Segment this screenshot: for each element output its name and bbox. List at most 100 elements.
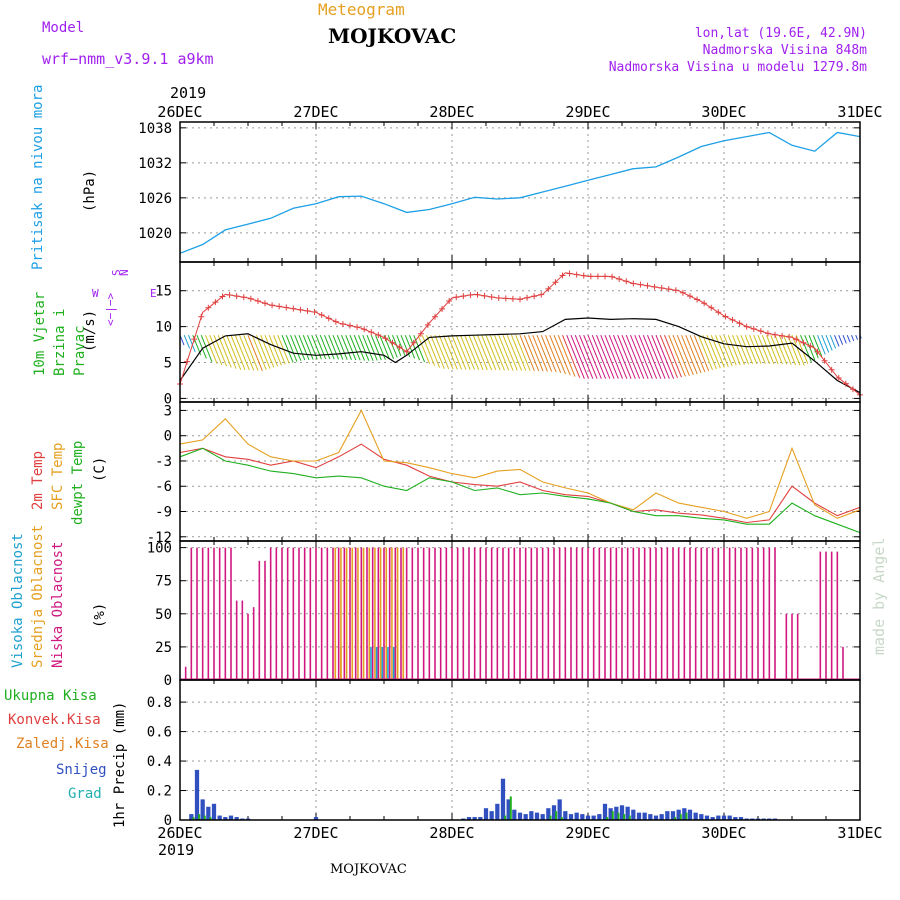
snow-bar [699,814,704,820]
snow-bar [693,812,698,820]
year-top: 2019 [170,84,207,102]
gust-marker [432,313,438,320]
precip-label-zaledj: Zaledj.Kisa [16,736,109,752]
wind-barb [566,335,585,379]
temperature-panel: -12 -9 -6 -3 0 3 [147,401,861,546]
wind-barb [812,335,823,357]
wind-barb [744,335,758,364]
y-tick-label: 0 [164,673,172,689]
gust-marker [276,303,283,310]
gust-marker [269,302,276,309]
snow-bar [653,815,659,820]
gust-marker [339,320,346,327]
wind-barb [659,335,679,379]
gust-marker [665,286,672,293]
wind-barb [396,335,406,356]
wind-barb [366,335,378,361]
rain-bar [560,817,563,820]
gust-marker [481,292,488,299]
wind-barb [562,335,581,379]
gust-marker [446,298,453,305]
wind-barb [553,335,571,376]
wind-barb [736,335,750,365]
snow-bar [472,817,477,820]
gust-marker [219,293,226,300]
wind-barb [761,335,775,365]
snow-bar [228,815,234,820]
wind-barb [757,335,771,365]
gust-marker [184,358,191,365]
snow-bar [495,803,500,820]
wind-barb [234,335,250,371]
wind-barb [256,335,271,369]
wind-barb [447,335,463,370]
y-tick-label: 0.8 [147,695,172,711]
wind-barb [545,335,562,373]
y-tick-label: 3 [164,403,172,419]
wind-barb [230,335,246,371]
gust-marker [198,313,205,320]
wind-barb [783,335,797,366]
gust-marker [609,273,616,280]
wind-barb [838,335,844,345]
snow-bar [568,814,574,820]
gust-marker [531,293,538,300]
wind-barb [200,335,213,362]
panel-frame [179,679,861,821]
gust-marker [502,295,509,302]
wind-barb [579,335,598,379]
gust-marker [672,287,679,294]
snow-bar [517,812,523,820]
wind-barb [438,335,454,370]
wind-barb [196,335,207,359]
wind-barb [481,335,497,371]
wind-barb [766,335,779,365]
wind-barb [740,335,754,365]
y-tick-label: -6 [155,479,172,495]
gust-marker [304,307,311,314]
snow-bar [580,814,585,820]
rain-bar [549,815,552,820]
wind-barb [379,335,390,360]
wind-barb [217,335,232,368]
gust-marker [849,386,856,393]
wind-barb [528,335,544,372]
wind-barb [498,335,514,371]
wind-barb [638,335,658,379]
wind-barb [706,335,721,369]
wind-barb [226,335,242,370]
gust-marker [637,281,644,288]
wind-barb [188,335,196,352]
wind-barb [719,335,733,367]
wind-barb [634,335,653,379]
y-tick-label: -12 [147,530,172,546]
gust-marker [205,304,212,311]
wind-barb [205,335,218,364]
gust-marker [814,348,821,355]
gust-marker [509,295,516,302]
wind-barb [375,335,386,360]
wind-barb [324,335,335,360]
wind-barb [625,335,645,379]
wind-barb [290,335,302,361]
wind-barb [239,335,255,371]
snow-bar [676,809,681,820]
wind-barb [328,335,339,360]
gust-marker [361,326,368,333]
wind-barb [506,335,523,371]
y-tick-label: 1026 [138,191,172,207]
gust-marker [233,293,240,300]
model-label: Model [42,20,85,36]
gust-marker [347,322,353,329]
wind-barb [693,335,710,372]
wind-barb [842,335,847,344]
snow-bar [551,805,557,820]
wind-barb [349,335,361,361]
snow-bar [738,817,744,820]
wind-barb [370,335,382,361]
gust-marker [736,320,743,327]
gust-marker [368,329,375,336]
gust-marker [524,294,531,301]
station-title: MOJKOVAC [328,24,457,48]
wind-barb [209,335,223,366]
